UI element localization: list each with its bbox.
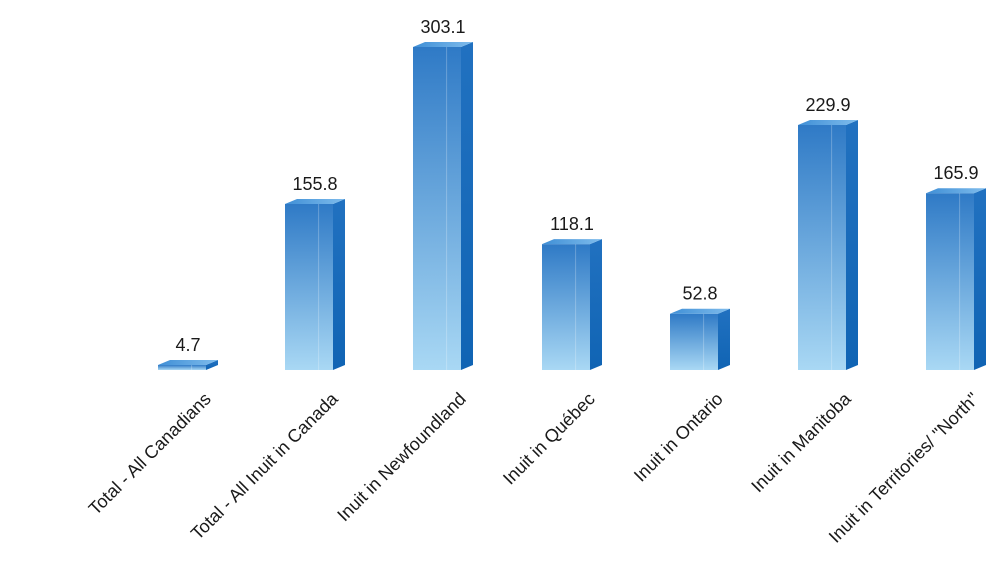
data-label: 165.9 bbox=[933, 163, 978, 183]
bar bbox=[413, 42, 473, 370]
bar-front bbox=[670, 313, 718, 370]
x-tick-label: Total - All Inuit in Canada bbox=[187, 388, 343, 544]
data-label: 118.1 bbox=[550, 214, 594, 234]
x-tick-label: Inuit in Québec bbox=[499, 389, 599, 489]
bar-side bbox=[974, 188, 986, 370]
bar bbox=[158, 359, 218, 370]
x-tick-label: Inuit in Manitoba bbox=[747, 388, 855, 496]
bar-front bbox=[926, 193, 974, 370]
data-label: 303.1 bbox=[420, 17, 465, 37]
bar-top bbox=[413, 42, 473, 47]
bar-top bbox=[542, 239, 602, 245]
bar bbox=[926, 188, 986, 370]
bar-side bbox=[206, 359, 218, 370]
bar-side bbox=[461, 42, 473, 370]
bar bbox=[542, 239, 602, 370]
bar-front bbox=[158, 364, 206, 370]
bar-top bbox=[798, 120, 858, 126]
x-tick-label: Total - All Canadians bbox=[85, 389, 215, 519]
data-label: 155.8 bbox=[292, 174, 337, 194]
bar-top bbox=[158, 359, 218, 365]
bar-front bbox=[798, 125, 846, 370]
x-tick-label: Inuit in Territories/ "North" bbox=[825, 389, 983, 547]
data-label: 229.9 bbox=[805, 95, 850, 115]
x-tick-label: Inuit in Newfoundland bbox=[333, 389, 470, 526]
bar-side bbox=[846, 120, 858, 370]
bar-side bbox=[590, 239, 602, 370]
bar bbox=[670, 308, 730, 370]
bar-front bbox=[413, 47, 461, 370]
x-tick-label: Inuit in Ontario bbox=[630, 389, 727, 486]
bar-front bbox=[542, 244, 590, 370]
bar-top bbox=[926, 188, 986, 194]
bars-layer bbox=[158, 42, 986, 370]
bar-side bbox=[333, 198, 345, 370]
value-labels-layer: 4.7 155.8 303.1 118.1 52.8 229.9 165.9 bbox=[175, 17, 978, 355]
data-label: 52.8 bbox=[682, 284, 717, 304]
bar-top bbox=[285, 198, 345, 204]
data-label: 4.7 bbox=[175, 335, 200, 355]
bar bbox=[285, 198, 345, 370]
bar-top bbox=[670, 308, 730, 314]
bar-side bbox=[718, 308, 730, 370]
bar-front bbox=[285, 203, 333, 370]
bar bbox=[798, 120, 858, 370]
